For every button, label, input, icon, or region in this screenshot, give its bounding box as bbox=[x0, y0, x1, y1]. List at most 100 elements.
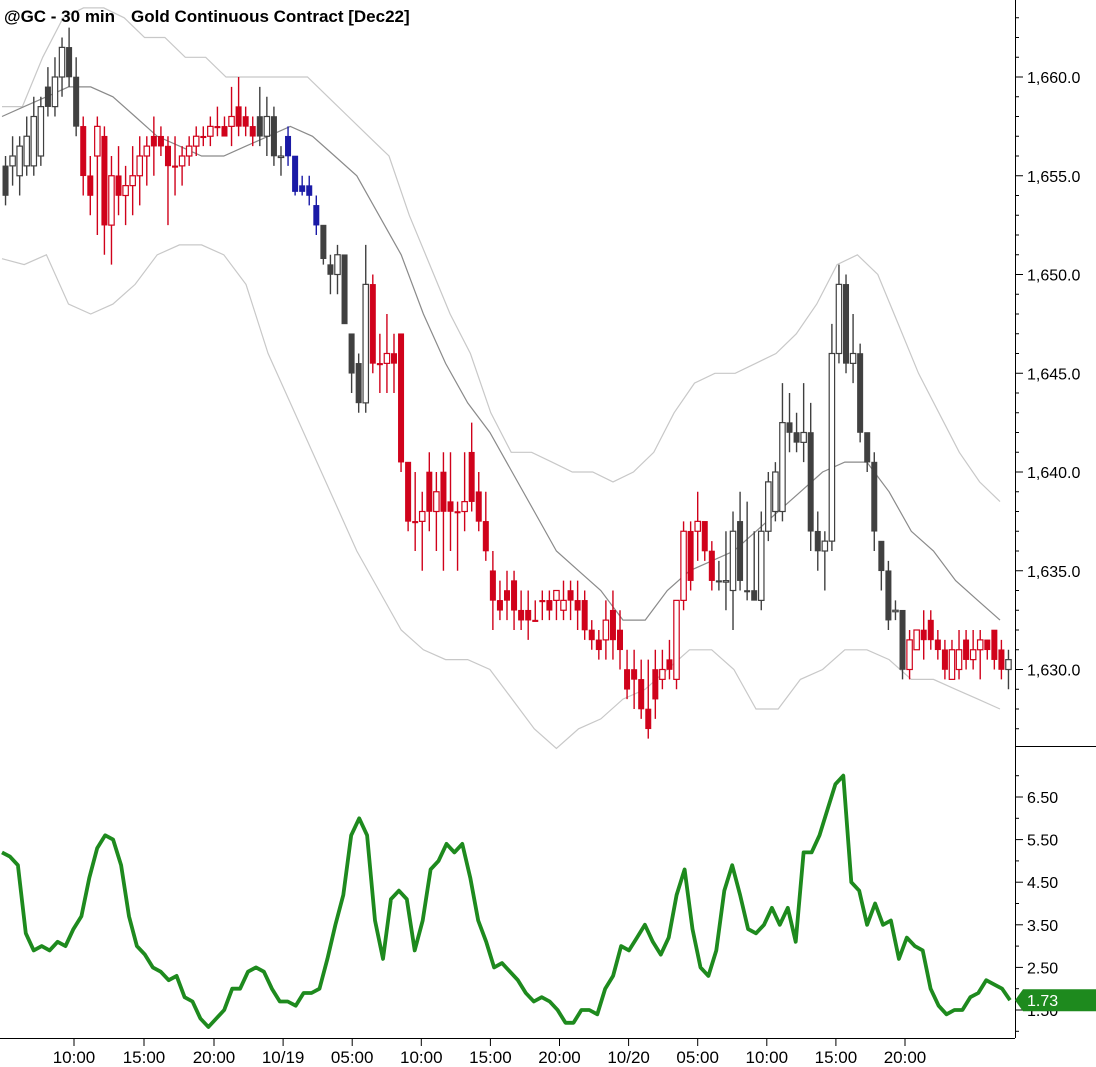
candle-body bbox=[779, 422, 786, 513]
candle-body bbox=[87, 175, 94, 196]
candle-body bbox=[602, 619, 610, 641]
candle bbox=[341, 254, 348, 325]
candle bbox=[23, 116, 31, 176]
candle-body bbox=[94, 125, 101, 157]
candle bbox=[221, 116, 228, 137]
candle-body bbox=[362, 283, 370, 404]
price-tick-label: 1,655.0 bbox=[1027, 169, 1080, 186]
candle bbox=[871, 452, 878, 551]
candle bbox=[249, 116, 256, 147]
time-tick-label: 10/19 bbox=[262, 1048, 305, 1067]
candle-body bbox=[185, 145, 193, 157]
candle bbox=[659, 649, 666, 690]
candle-body bbox=[666, 659, 673, 670]
candle bbox=[737, 491, 744, 591]
candle bbox=[482, 491, 489, 561]
candle bbox=[814, 511, 821, 571]
candle bbox=[129, 146, 136, 216]
candle bbox=[426, 452, 433, 532]
candle-body bbox=[80, 126, 87, 177]
candle bbox=[793, 412, 800, 453]
candle bbox=[235, 77, 242, 137]
time-tick-label: 20:00 bbox=[193, 1048, 236, 1067]
candle-body bbox=[609, 609, 616, 641]
time-tick-label: 10:00 bbox=[400, 1048, 443, 1067]
candle-body bbox=[2, 165, 9, 196]
candle-body bbox=[652, 669, 659, 700]
candle bbox=[511, 570, 518, 630]
candle bbox=[362, 244, 370, 413]
candle bbox=[567, 580, 574, 621]
candle-body bbox=[539, 600, 546, 603]
candle bbox=[588, 620, 595, 650]
candle bbox=[864, 432, 871, 472]
time-tick-label: 10/20 bbox=[607, 1048, 650, 1067]
candle-body bbox=[426, 471, 433, 512]
candle bbox=[398, 333, 405, 472]
candle-body bbox=[885, 570, 892, 621]
candle-body bbox=[525, 609, 532, 621]
candle bbox=[602, 600, 610, 660]
candle bbox=[122, 165, 129, 226]
candle-body bbox=[913, 629, 920, 651]
band-overlays bbox=[1, 7, 1001, 750]
candle bbox=[150, 116, 157, 176]
candle-body bbox=[136, 155, 144, 177]
candle-body bbox=[235, 106, 242, 127]
candle bbox=[327, 254, 334, 295]
time-tick-label: 20:00 bbox=[884, 1048, 927, 1067]
candle-body bbox=[66, 47, 73, 78]
candle-body bbox=[991, 629, 998, 660]
candle-body bbox=[221, 126, 228, 137]
candle-body bbox=[348, 333, 355, 374]
candle bbox=[242, 106, 249, 137]
candle bbox=[475, 472, 482, 532]
time-tick-label: 05:00 bbox=[331, 1048, 374, 1067]
indicator-line bbox=[1, 773, 1012, 1029]
candle-body bbox=[878, 540, 885, 572]
candle bbox=[525, 590, 532, 640]
candle bbox=[673, 599, 680, 690]
candle bbox=[920, 610, 927, 660]
current-value-badge-shape bbox=[1015, 989, 1096, 1012]
price-tick-label: 1,660.0 bbox=[1027, 70, 1080, 87]
candle bbox=[906, 630, 913, 680]
candle-body bbox=[744, 590, 751, 593]
candle-body bbox=[157, 135, 164, 147]
candle bbox=[934, 630, 941, 660]
time-tick-label: 10:00 bbox=[746, 1048, 789, 1067]
candle bbox=[948, 639, 956, 680]
candle-body bbox=[899, 609, 906, 670]
lower-band-line bbox=[1, 244, 1001, 750]
candle bbox=[539, 590, 546, 621]
candle bbox=[136, 136, 144, 206]
candle bbox=[729, 511, 737, 630]
candle-body bbox=[892, 609, 899, 613]
candle-body bbox=[757, 530, 765, 601]
candle bbox=[270, 106, 277, 166]
candle bbox=[701, 521, 708, 561]
candle bbox=[292, 155, 299, 196]
candle-body bbox=[617, 629, 624, 651]
candle-body bbox=[511, 580, 518, 611]
candle bbox=[779, 383, 786, 522]
candle bbox=[87, 156, 94, 216]
candle bbox=[405, 461, 412, 532]
candle-body bbox=[37, 106, 45, 157]
candle-body bbox=[192, 135, 200, 147]
candle bbox=[857, 343, 864, 443]
candle-body bbox=[624, 669, 631, 690]
candle-body bbox=[263, 115, 271, 137]
price-tick-label: 1,645.0 bbox=[1027, 366, 1080, 383]
candle bbox=[715, 560, 722, 591]
candle bbox=[694, 491, 701, 561]
current-value-badge: 1.73 bbox=[1015, 989, 1096, 1012]
candle-body bbox=[934, 639, 941, 651]
candle-body bbox=[405, 461, 412, 522]
candle-body bbox=[715, 580, 722, 583]
candle bbox=[383, 314, 391, 393]
candle bbox=[157, 126, 164, 156]
candle bbox=[185, 136, 193, 166]
indicator-tick-label: 4.50 bbox=[1027, 875, 1058, 892]
